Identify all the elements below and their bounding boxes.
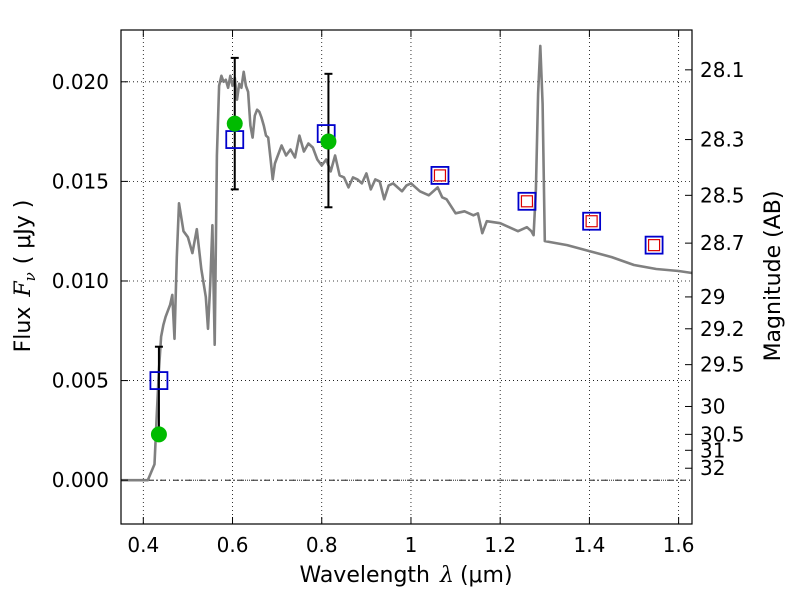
model-photometry-inner-square	[585, 215, 598, 228]
model-photometry-square	[517, 191, 537, 211]
x-tick-label: 1.6	[663, 533, 695, 557]
observed-flux-series	[150, 115, 337, 443]
model-photometry-inner-square	[433, 169, 447, 182]
y-axis-ticks: 0.000 0.005 0.010 0.015 0.020	[52, 70, 128, 492]
y-axis-label-subscript: ν	[21, 272, 39, 281]
model-sed-line	[121, 44, 693, 482]
y-tick-label: 0.000	[52, 468, 109, 492]
observed-flux-point	[150, 426, 167, 443]
y-tick-label: 0.020	[52, 70, 109, 94]
y2-tick-label: 29.5	[700, 353, 745, 377]
model-photometry-square	[430, 166, 450, 185]
y2-tick-label: 30	[700, 394, 725, 418]
y-tick-label: 0.005	[52, 369, 109, 393]
x-axis-label-text: Wavelength	[299, 563, 430, 588]
y2-tick-label: 31	[700, 438, 725, 462]
y2-tick-label: 32	[700, 456, 725, 480]
y-axis-label-unit: ( μJy )	[11, 200, 36, 265]
x-tick-label: 1.2	[484, 533, 516, 557]
x-axis-label: Wavelength λ (μm)	[299, 563, 512, 588]
y-axis-label: Flux Fν ( μJy )	[11, 200, 39, 353]
x-axis-label-symbol: λ	[439, 563, 454, 588]
y2-axis-label: Magnitude (AB)	[761, 191, 786, 362]
model-photometry-inner-square	[520, 195, 534, 208]
x-tick-label: 0.6	[217, 533, 249, 557]
model-photometry-square	[644, 235, 664, 255]
y2-tick-label: 29.2	[700, 317, 745, 341]
y-tick-label: 0.015	[52, 169, 109, 193]
observed-flux-point	[320, 133, 337, 150]
model-sed-series	[121, 44, 693, 482]
y2-tick-label: 29	[700, 285, 725, 309]
x-axis-label-unit: (μm)	[460, 563, 513, 588]
y2-tick-label: 28.3	[700, 128, 745, 152]
y2-tick-label: 30.5	[700, 422, 745, 446]
observed-flux-point	[226, 115, 243, 132]
y-axis-label-text: Flux	[11, 307, 36, 353]
y-tick-label: 0.010	[52, 269, 109, 293]
x-tick-label: 1	[405, 533, 418, 557]
y2-tick-label: 28.7	[700, 231, 745, 255]
model-photometry-inner-square	[647, 239, 661, 252]
model-photometry-square	[149, 371, 169, 390]
y2-tick-label: 28.5	[700, 183, 745, 207]
x-tick-label: 0.4	[127, 533, 159, 557]
x-axis-ticks: 0.4 0.6 0.8 1 1.2 1.4 1.6	[127, 30, 695, 557]
x-tick-label: 0.8	[306, 533, 338, 557]
x-tick-label: 1.4	[573, 533, 605, 557]
y2-tick-label: 28.1	[700, 58, 745, 82]
plot-frame	[120, 29, 693, 525]
model-photometry-square	[582, 211, 602, 231]
y-axis-label-symbol: F	[11, 281, 36, 298]
